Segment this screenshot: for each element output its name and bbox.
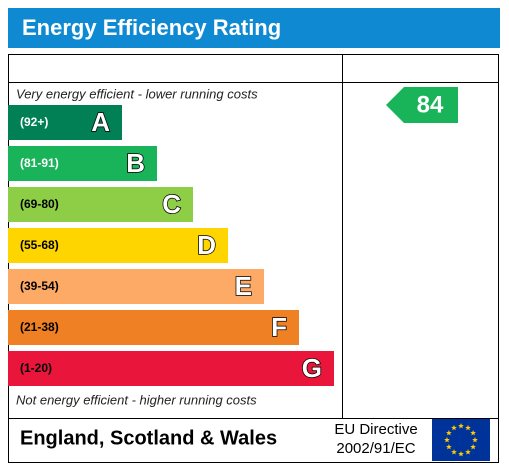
- band-letter: F: [271, 312, 287, 342]
- eu-star: [458, 423, 464, 429]
- band-bar: [8, 351, 334, 386]
- current-value: 84: [417, 91, 444, 118]
- band-letter: D: [197, 230, 216, 260]
- directive-line: EU Directive: [334, 421, 417, 438]
- band-range: (55-68): [20, 238, 59, 252]
- eu-star: [458, 451, 464, 457]
- title-bar: [8, 8, 500, 48]
- band-bar: [8, 228, 228, 263]
- current-arrow: [386, 87, 458, 123]
- footer-frame: [8, 418, 499, 463]
- band-range: (21-38): [20, 320, 59, 334]
- eu-star: [472, 437, 478, 443]
- band-range: (1-20): [20, 361, 52, 375]
- eu-star: [446, 444, 452, 450]
- band-letter: G: [302, 353, 322, 383]
- band-letter: E: [235, 271, 252, 301]
- bottom-label: Not energy efficient - higher running co…: [16, 392, 257, 407]
- band-range: (81-91): [20, 156, 59, 170]
- title: Energy Efficiency Rating: [22, 15, 281, 40]
- eu-star: [465, 449, 471, 455]
- eu-star: [470, 444, 476, 450]
- band-bar: [8, 269, 264, 304]
- eu-stars: [444, 423, 478, 457]
- top-label: Very energy efficient - lower running co…: [16, 86, 258, 101]
- directive-line: 2002/91/EC: [336, 440, 415, 457]
- eu-star: [470, 430, 476, 436]
- band-range: (92+): [20, 115, 48, 129]
- band-bar: [8, 310, 299, 345]
- band-bar: [8, 105, 122, 140]
- eu-star: [444, 437, 450, 443]
- eu-star: [465, 424, 471, 431]
- band-bar: [8, 187, 193, 222]
- band-range: (69-80): [20, 197, 59, 211]
- band-range: (39-54): [20, 279, 59, 293]
- eu-star: [451, 449, 457, 455]
- band-letter: C: [162, 189, 181, 219]
- band-letter: A: [91, 107, 110, 137]
- band-letter: B: [126, 148, 145, 178]
- region: England, Scotland & Wales: [20, 427, 277, 449]
- band-bar: [8, 146, 157, 181]
- eu-star: [446, 430, 452, 436]
- eu-star: [451, 424, 457, 431]
